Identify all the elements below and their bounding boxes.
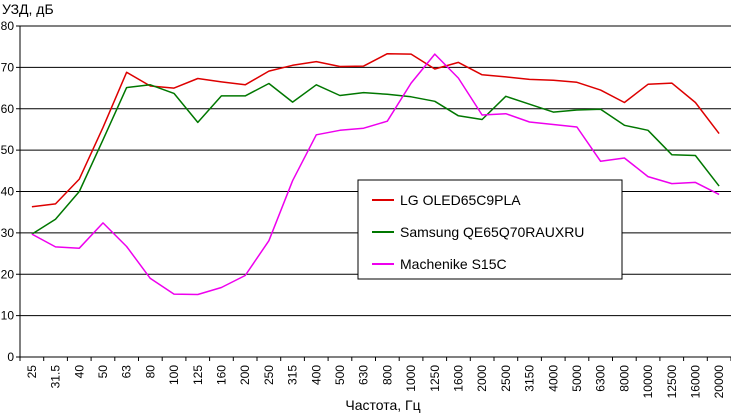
x-tick-label: 1000 <box>404 365 418 392</box>
x-tick-label: 5000 <box>570 365 584 392</box>
x-tick-label: 80 <box>143 365 157 379</box>
x-tick-label: 25 <box>25 365 39 379</box>
y-tick-label: 20 <box>1 267 15 281</box>
x-tick-label: 12500 <box>665 365 679 399</box>
x-tick-label: 2000 <box>475 365 489 392</box>
x-tick-label: 1600 <box>451 365 465 392</box>
legend-box <box>357 179 623 280</box>
x-tick-label: 40 <box>72 365 86 379</box>
x-tick-label: 3150 <box>523 365 537 392</box>
y-axis-tick-labels: 0 10 20 30 40 50 60 70 80 <box>1 19 15 364</box>
x-tick-label: 31.5 <box>49 365 63 389</box>
x-tick-label: 400 <box>309 365 323 385</box>
legend-label-0: LG OLED65C9PLA <box>400 192 521 208</box>
x-tick-label: 16000 <box>688 365 702 399</box>
x-tick-label: 250 <box>262 365 276 385</box>
series-line-2 <box>31 53 720 296</box>
x-tick-label: 63 <box>120 365 134 379</box>
y-axis-title: УЗД, дБ <box>2 1 54 17</box>
x-tick-label: 6300 <box>594 365 608 392</box>
x-tick-label: 200 <box>238 365 252 385</box>
y-tick-label: 40 <box>1 185 15 199</box>
series-line-0 <box>31 52 720 208</box>
series-line-1 <box>31 82 720 235</box>
legend: LG OLED65C9PLA Samsung QE65Q70RAUXRU Mache… <box>357 179 623 280</box>
x-tick-label: 125 <box>191 365 205 385</box>
x-tick-label: 50 <box>96 365 110 379</box>
x-tick-label: 2500 <box>499 365 513 392</box>
x-tick-label: 8000 <box>617 365 631 392</box>
x-axis-tick-marks <box>19 357 731 361</box>
x-tick-label: 315 <box>286 365 300 385</box>
y-tick-label: 70 <box>1 60 15 74</box>
y-tick-label: 60 <box>1 102 15 116</box>
x-tick-label: 10000 <box>641 365 655 399</box>
series-lines <box>31 52 720 296</box>
x-axis-tick-labels: 25 31.5 40 50 63 80 100 125 160 200 250 315 400 500 63… <box>25 365 726 399</box>
x-tick-label: 800 <box>380 365 394 385</box>
y-tick-label: 80 <box>1 19 15 33</box>
x-tick-label: 1250 <box>428 365 442 392</box>
x-tick-label: 500 <box>333 365 347 385</box>
x-tick-label: 4000 <box>546 365 560 392</box>
x-tick-label: 630 <box>357 365 371 385</box>
x-tick-label: 100 <box>167 365 181 385</box>
y-tick-label: 30 <box>1 226 15 240</box>
legend-label-2: Machenike S15C <box>400 256 507 272</box>
y-tick-label: 50 <box>1 143 15 157</box>
y-tick-label: 0 <box>7 350 14 364</box>
x-axis-title: Частота, Гц <box>345 397 420 413</box>
x-tick-label: 160 <box>214 365 228 385</box>
legend-label-1: Samsung QE65Q70RAUXRU <box>400 224 584 240</box>
x-tick-label: 20000 <box>712 365 726 399</box>
y-tick-label: 10 <box>1 309 15 323</box>
